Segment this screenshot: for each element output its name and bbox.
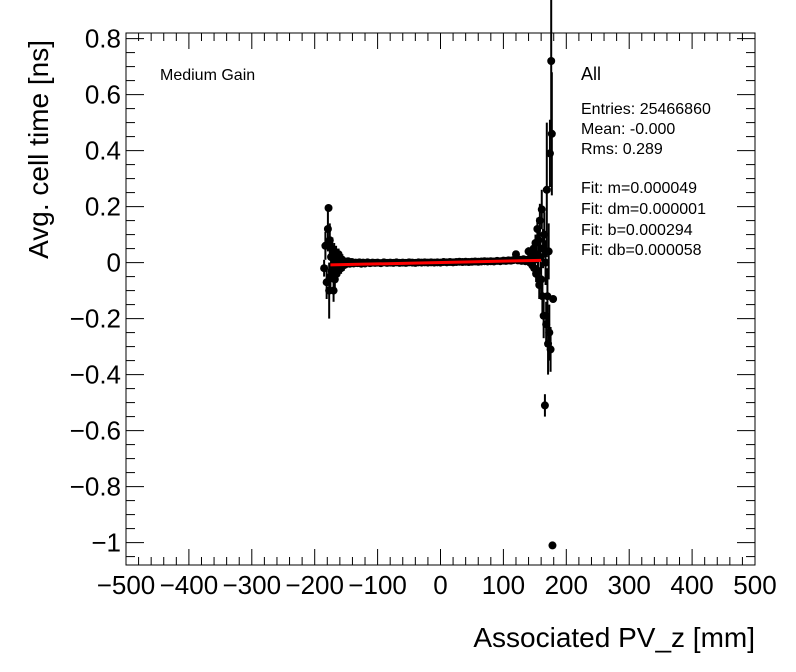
y-tick-label: −1: [91, 528, 121, 558]
x-tick-label: −300: [223, 570, 282, 600]
y-axis-title: Avg. cell time [ns]: [23, 40, 54, 259]
point-marker: [546, 345, 555, 354]
point-marker: [537, 205, 546, 214]
gain-annotation: Medium Gain: [160, 67, 255, 84]
x-axis: −500 −400 −300 −200 −100 0 100 200 300 400 500: [97, 33, 777, 600]
y-tick-label: 0.4: [85, 136, 121, 166]
point-marker: [540, 401, 549, 410]
legend-entries: Entries: 25466860: [581, 101, 711, 118]
data-point: [547, 72, 556, 196]
point-marker: [511, 250, 520, 259]
x-tick-label: 100: [482, 570, 525, 600]
y-tick-label: 0: [107, 248, 121, 278]
data-point: [544, 223, 553, 280]
fit-line-segment: [330, 258, 542, 267]
data-point: [546, 327, 555, 372]
y-tick-label: 0.2: [85, 192, 121, 222]
point-marker: [537, 275, 546, 284]
x-tick-label: 400: [670, 570, 713, 600]
point-marker: [541, 258, 550, 267]
legend-fit-b: Fit: b=0.000294: [581, 222, 693, 239]
point-marker: [547, 57, 556, 65]
data-point: [324, 204, 333, 212]
legend-fit-db: Fit: db=0.000058: [581, 242, 702, 259]
legend-fit-m: Fit: m=0.000049: [581, 180, 697, 197]
point-marker: [542, 185, 551, 194]
x-tick-label: −400: [160, 570, 219, 600]
point-marker: [544, 247, 553, 256]
x-tick-label: 200: [545, 570, 588, 600]
y-tick-label: −0.4: [70, 360, 121, 390]
data-point: [541, 240, 550, 285]
y-tick-label: −0.6: [70, 416, 121, 446]
stats-legend: All Entries: 25466860 Mean: -0.000 Rms: …: [581, 64, 711, 259]
point-marker: [548, 541, 557, 550]
y-tick-label: −0.8: [70, 472, 121, 502]
x-tick-label: −100: [348, 570, 407, 600]
fit-line: [330, 258, 542, 267]
x-tick-label: 500: [733, 570, 776, 600]
data-points: [320, 0, 558, 550]
data-point: [548, 541, 557, 550]
point-marker: [329, 286, 338, 295]
y-tick-label: −0.2: [70, 304, 121, 334]
y-tick-label: 0.6: [85, 80, 121, 110]
x-tick-label: 300: [608, 570, 651, 600]
data-point: [511, 250, 520, 259]
data-point: [540, 394, 549, 417]
y-axis: −1 −0.8 −0.6 −0.4 −0.2 0 0.2 0.4 0.6 0.8: [70, 24, 755, 558]
data-point: [542, 122, 551, 257]
x-tick-label: −500: [97, 570, 156, 600]
x-tick-label: −200: [285, 570, 344, 600]
point-marker: [549, 295, 558, 303]
legend-rms: Rms: 0.289: [581, 141, 663, 158]
point-marker: [547, 129, 556, 138]
data-point: [534, 226, 543, 255]
data-point: [537, 189, 546, 229]
data-point: [549, 295, 558, 303]
point-marker: [324, 204, 333, 212]
point-marker: [545, 328, 554, 337]
legend-title: All: [581, 64, 601, 84]
legend-mean: Mean: -0.000: [581, 121, 675, 138]
x-tick-label: 0: [433, 570, 447, 600]
x-axis-title: Associated PV_z [mm]: [473, 622, 755, 653]
point-marker: [534, 236, 543, 245]
y-tick-label: 0.8: [85, 24, 121, 54]
legend-fit-dm: Fit: dm=0.000001: [581, 201, 706, 218]
